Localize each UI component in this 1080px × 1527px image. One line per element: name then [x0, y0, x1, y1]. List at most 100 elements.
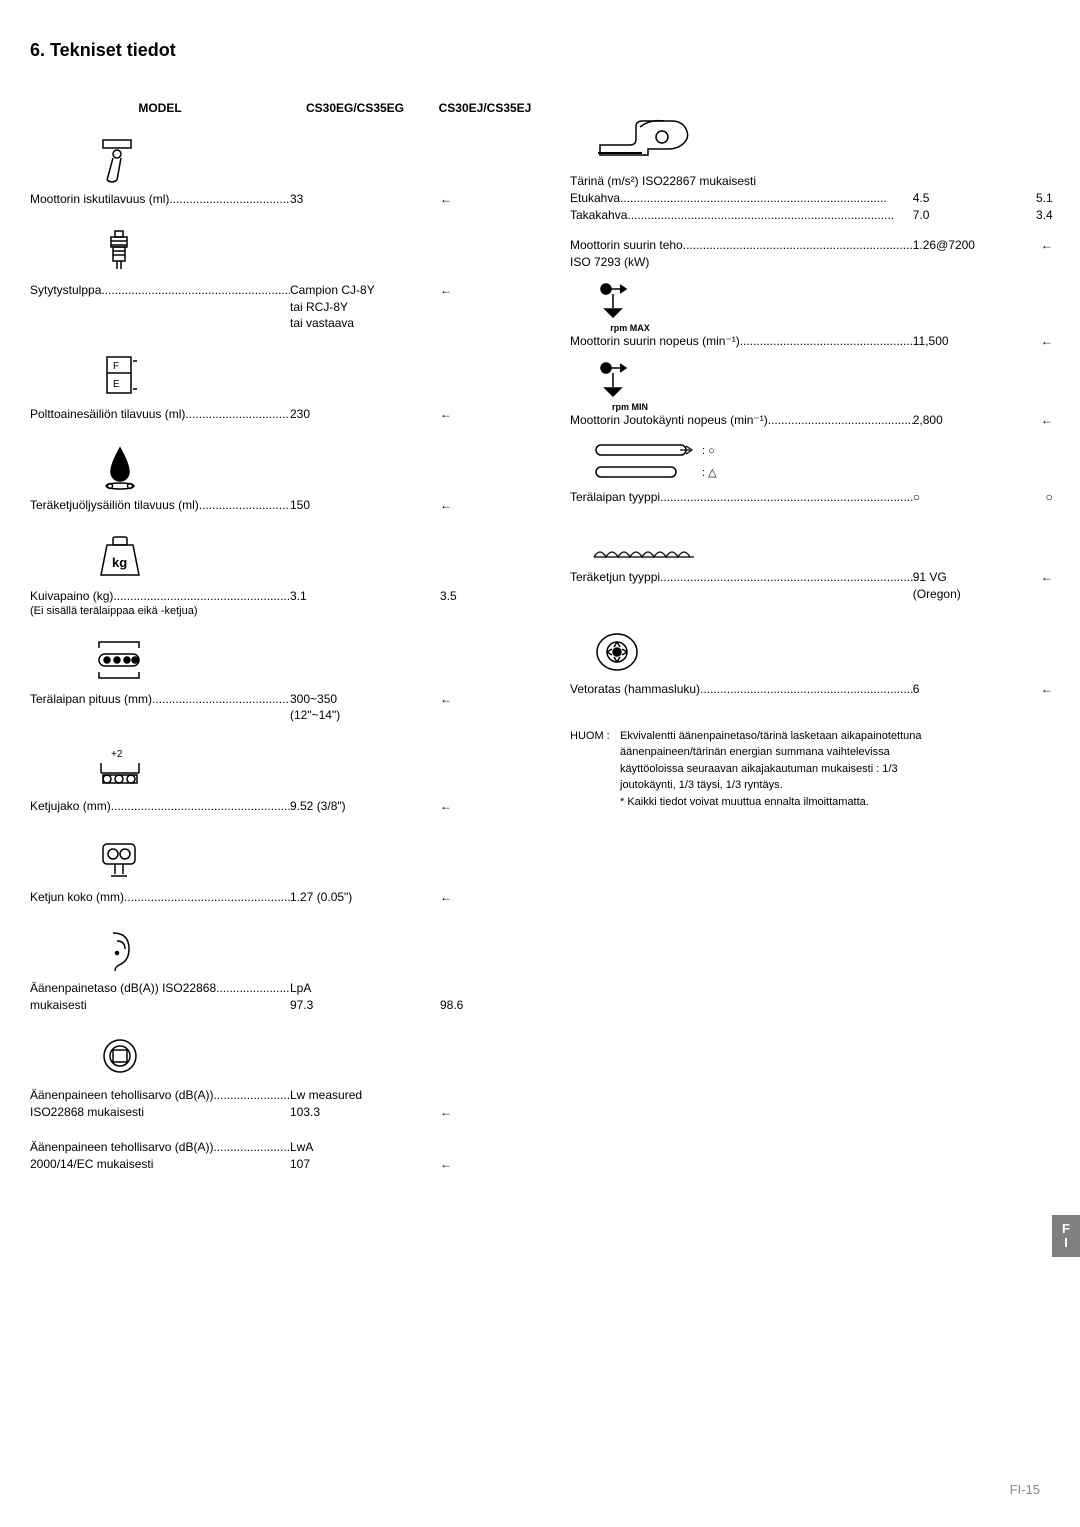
spec-row: Äänenpaineen tehollisarvo (dB(A)) ......…	[30, 1139, 550, 1173]
leader-dots: ........................................…	[152, 691, 290, 708]
spec-val2: ←	[1003, 412, 1053, 429]
barlen-icon	[90, 635, 150, 685]
spec-label: Terälaipan pituus (mm)	[30, 691, 152, 708]
svg-text:+2: +2	[111, 749, 123, 760]
spec-val1b: 107	[290, 1156, 420, 1173]
spec-row: Moottorin suurin teho ..................…	[570, 237, 1053, 254]
spec-row: Äänenpaineen tehollisarvo (dB(A)) ......…	[30, 1031, 550, 1121]
sparkplug-icon	[90, 226, 150, 276]
spec-val1c: tai vastaava	[290, 315, 420, 332]
spec-label: ISO 7293 (kW)	[570, 254, 1053, 271]
spec-val1: 1.26@7200	[913, 237, 1003, 254]
leader-dots: ........................................…	[185, 406, 290, 423]
spec-val2: ○	[1003, 489, 1053, 506]
spec-val1: (Oregon)	[913, 586, 1003, 603]
model-header: MODEL CS30EG/CS35EG CS30EJ/CS35EJ	[30, 101, 550, 115]
oildrop-icon	[90, 441, 150, 491]
spec-val1: 230	[290, 406, 420, 423]
spec-row: Terälaipan pituus (mm) .................…	[30, 635, 550, 725]
sawbody-icon	[590, 109, 1053, 169]
leader-dots: ........................................…	[700, 681, 913, 698]
spec-label: Teräketjuöljysäiliön tilavuus (ml)	[30, 497, 199, 514]
spec-label: Vetoratas (hammasluku)	[570, 681, 700, 698]
rpm-caption: rpm MAX	[600, 323, 660, 333]
spec-val1: Lw measured	[290, 1087, 420, 1104]
note: HUOM : Ekvivalentti äänenpainetaso/tärin…	[570, 728, 1053, 811]
spec-val2: 3.4	[1003, 207, 1053, 224]
fe-icon: FE	[90, 350, 150, 400]
spec-row: FE Polttoainesäiliön tilavuus (ml) ......…	[30, 350, 550, 423]
spec-val1: 11,500	[913, 333, 1003, 350]
spec-row: ISO 7293 (kW)	[570, 254, 1053, 271]
spec-val1: 1.27 (0.05")	[290, 889, 420, 906]
spec-val2: 3.5	[420, 588, 510, 605]
spec-val2: ←	[420, 191, 510, 208]
spec-label: Äänenpaineen tehollisarvo (dB(A))	[30, 1087, 213, 1104]
leader-dots: ........................................…	[620, 190, 913, 207]
rpm-caption: rpm MIN	[600, 402, 660, 412]
rpm-icon	[590, 279, 1053, 319]
spec-val2b: 98.6	[420, 997, 510, 1014]
spec-val2: ←	[420, 798, 510, 815]
note-line: äänenpaineen/tärinän energian summana va…	[620, 744, 1053, 761]
spec-row: Terälaipan tyyppi ......................…	[570, 489, 1053, 506]
spec-val2: ←	[1003, 681, 1053, 698]
language-tab: F I	[1052, 1215, 1080, 1257]
note-line: käyttöoloissa seuraavan aikajakautuman m…	[620, 761, 1053, 778]
spec-val2: ←	[1003, 237, 1053, 254]
leader-dots: ........................................…	[101, 282, 290, 299]
spec-label: Sytytystulppa	[30, 282, 101, 299]
chain-icon	[590, 543, 1053, 565]
spec-val2: ←	[420, 497, 510, 514]
spec-val1: 2,800	[913, 412, 1003, 429]
spec-label: Moottorin suurin teho	[570, 237, 683, 254]
spec-label: Kuivapaino (kg)	[30, 588, 113, 605]
spec-label: Äänenpainetaso (dB(A)) ISO22868	[30, 980, 216, 997]
tab-f: F	[1062, 1222, 1070, 1236]
leader-dots: ........................................…	[768, 412, 913, 429]
leader-dots: ........................................…	[213, 1139, 290, 1156]
spec-label: Polttoainesäiliön tilavuus (ml)	[30, 406, 185, 423]
page-title: 6. Tekniset tiedot	[30, 40, 1050, 61]
spec-val1b: 103.3	[290, 1104, 420, 1121]
leader-dots: ........................................…	[740, 333, 913, 350]
spec-val1: 33	[290, 191, 420, 208]
spec-label: Moottorin Joutokäynti nopeus (min⁻¹)	[570, 412, 768, 429]
ear-icon	[90, 924, 150, 974]
spec-row: kgKuivapaino (kg) ......................…	[30, 532, 550, 617]
bars-icon: : ○: △	[590, 437, 1053, 485]
spec-row: Teräketjun tyyppi ......................…	[570, 569, 1053, 586]
spec-label: Moottorin iskutilavuus (ml)	[30, 191, 169, 208]
spec-row: Vetoratas (hammasluku) .................…	[570, 681, 1053, 698]
spec-label: Etukahva	[570, 190, 620, 207]
leader-dots: ........................................…	[627, 207, 912, 224]
spec-label: Ketjun koko (mm)	[30, 889, 124, 906]
spec-label: Takakahva	[570, 207, 627, 224]
leader-dots: ........................................…	[199, 497, 290, 514]
spec-val1: 9.52 (3/8")	[290, 798, 420, 815]
leader-dots: ........................................…	[216, 980, 290, 997]
spec-row: Tärinä (m/s²) ISO22867 mukaisesti	[570, 173, 1053, 190]
spec-sub2: mukaisesti	[30, 997, 290, 1014]
spec-sub2: 2000/14/EC mukaisesti	[30, 1156, 290, 1173]
svg-text:kg: kg	[112, 555, 127, 570]
spec-val1b: tai RCJ-8Y	[290, 299, 420, 316]
spec-val1: Campion CJ-8Y	[290, 282, 420, 299]
spec-row: Moottorin suurin nopeus (min⁻¹) ........…	[570, 333, 1053, 350]
spec-val1b: (12"~14")	[290, 707, 420, 724]
spec-row: Äänenpainetaso (dB(A)) ISO22868 ........…	[30, 924, 550, 1014]
sprocket-icon	[590, 627, 1053, 677]
spec-val2b: ←	[420, 1104, 510, 1121]
leader-dots: ........................................…	[683, 237, 913, 254]
spec-row: Sytytystulppa ..........................…	[30, 226, 550, 332]
spec-row: Moottorin iskutilavuus (ml) ............…	[30, 135, 550, 208]
spec-val1: 6	[913, 681, 1003, 698]
spec-val2: ←	[1003, 333, 1053, 350]
leader-dots: ........................................…	[660, 489, 913, 506]
spec-val2: ←	[420, 889, 510, 906]
header-col2: CS30EJ/CS35EJ	[420, 101, 550, 115]
spec-row: Teräketjuöljysäiliön tilavuus (ml) .....…	[30, 441, 550, 514]
spec-label: Tärinä (m/s²) ISO22867 mukaisesti	[570, 173, 1053, 190]
spec-val2: ←	[420, 406, 510, 423]
spec-val2b: ←	[420, 1156, 510, 1173]
